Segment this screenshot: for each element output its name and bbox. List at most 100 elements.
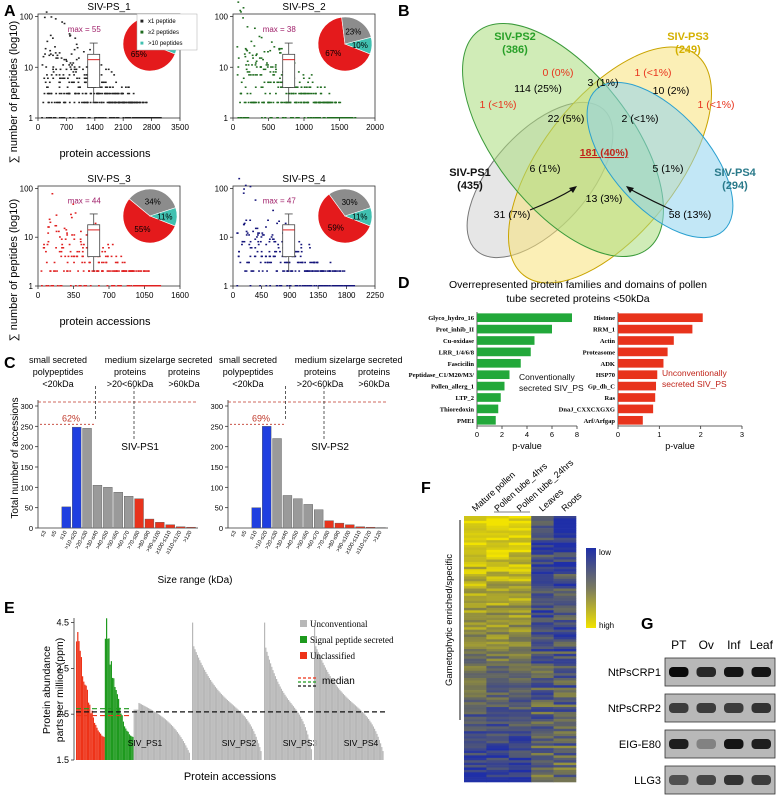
heatmap-cell [508, 593, 532, 597]
heatmap-cell [531, 721, 554, 725]
scatter-point [292, 92, 295, 95]
heatmap-cell [553, 649, 577, 652]
abundance-bar [134, 709, 136, 760]
y-tick-label: 200 [20, 443, 33, 452]
heatmap-cell [553, 595, 577, 599]
heatmap-cell [508, 728, 532, 732]
scatter-point [144, 270, 147, 272]
heatmap-cell [531, 554, 554, 558]
heatmap-color-scale [586, 548, 596, 628]
scatter-point [254, 101, 257, 104]
heatmap-cell [464, 583, 487, 587]
y-tick-label: 1 [224, 114, 229, 123]
x-tick-label: 0 [36, 123, 41, 132]
scatter-point [302, 74, 305, 76]
group-label: SIV_PS4 [344, 738, 379, 748]
x-tick-label: 3 [740, 430, 744, 439]
abundance-bar [152, 710, 154, 760]
abundance-bar [378, 739, 380, 760]
heatmap-cell [531, 755, 554, 759]
scatter-point [263, 81, 266, 84]
legend-swatch [300, 620, 307, 627]
scatter-point [284, 222, 287, 225]
scatter-point [113, 270, 116, 272]
panel-d: D Overrepresented protein families and d… [398, 275, 744, 451]
scatter-point [85, 81, 87, 84]
scatter-point [350, 285, 353, 287]
scatter-point [329, 285, 331, 287]
scatter-point [105, 261, 108, 264]
size-bar [103, 487, 113, 529]
gel-band [724, 667, 744, 677]
heatmap-cell [464, 641, 487, 645]
scatter-point [239, 117, 242, 119]
scatter-point [249, 285, 252, 287]
heatmap-cell [553, 723, 577, 727]
x-tick-label: 4 [525, 430, 529, 439]
heatmap-cell [486, 704, 510, 708]
scatter-point [270, 261, 273, 264]
scatter-point [46, 40, 49, 43]
heatmap-cell [508, 692, 532, 696]
heatmap-cell [508, 576, 532, 580]
scatter-point [109, 270, 111, 272]
heatmap-cell [508, 755, 532, 759]
abundance-bar [243, 715, 245, 760]
heatmap-cell [553, 612, 577, 616]
y-tick-label: 50 [215, 504, 223, 513]
heatmap-cell [486, 731, 510, 734]
heatmap-cell [508, 694, 532, 698]
abundance-bar [218, 691, 220, 760]
panel-c-label: C [4, 355, 16, 372]
abundance-bar [372, 726, 374, 760]
venn-region-labels: 0 (0%) 1 (<1%) 1 (<1%) 1 (<1%) 114 (25%)… [479, 67, 734, 221]
family-label: Prot_inhib_II [436, 327, 475, 334]
y-tick-label: 100 [215, 13, 229, 22]
heatmap-cell [553, 767, 577, 771]
heatmap-cell [553, 736, 577, 739]
heatmap-cell [508, 779, 532, 783]
scatter-point [147, 270, 150, 272]
heatmap-cell [486, 569, 510, 572]
scatter-point [100, 64, 103, 66]
scatter-point [114, 261, 117, 264]
scatter-point [116, 261, 119, 264]
scatter-point [308, 77, 311, 80]
abundance-bar [176, 731, 178, 760]
heatmap-cell [531, 675, 554, 679]
scatter-point [85, 77, 88, 80]
abundance-bar [230, 703, 232, 760]
heatmap-cell [464, 772, 487, 776]
scatter-point [52, 66, 55, 68]
heatmap-cell [486, 520, 510, 524]
scatter-point [257, 101, 260, 104]
heatmap-cell [553, 520, 577, 524]
heatmap-cell [553, 545, 577, 548]
scatter-point [76, 250, 79, 253]
heatmap-cell [508, 532, 532, 536]
heatmap-cell [464, 532, 487, 536]
scatter-point [286, 101, 289, 104]
abundance-bar [231, 704, 233, 760]
heatmap-cell [464, 557, 487, 560]
abundance-bar [154, 711, 156, 760]
scatter-point [65, 92, 68, 95]
heatmap-cell [531, 767, 554, 771]
abundance-bar [104, 638, 106, 760]
scatter-point [264, 261, 267, 264]
scatter-point [236, 46, 239, 48]
panel-e-ylabel-line2: parts per million (ppm) [54, 638, 66, 742]
scatter-point [90, 92, 93, 95]
abundance-bar [151, 710, 153, 760]
scatter-point [60, 117, 63, 119]
scatter-point [78, 285, 81, 287]
heatmap-cell [553, 552, 577, 555]
size-bar [282, 495, 293, 529]
scatter-point [347, 285, 350, 287]
heatmap-cell [508, 649, 532, 652]
scatter-point [342, 117, 345, 119]
scatter-point [260, 36, 263, 39]
heatmap-cell [464, 745, 487, 749]
heatmap-cell [531, 566, 554, 570]
heatmap-cell [486, 610, 510, 614]
